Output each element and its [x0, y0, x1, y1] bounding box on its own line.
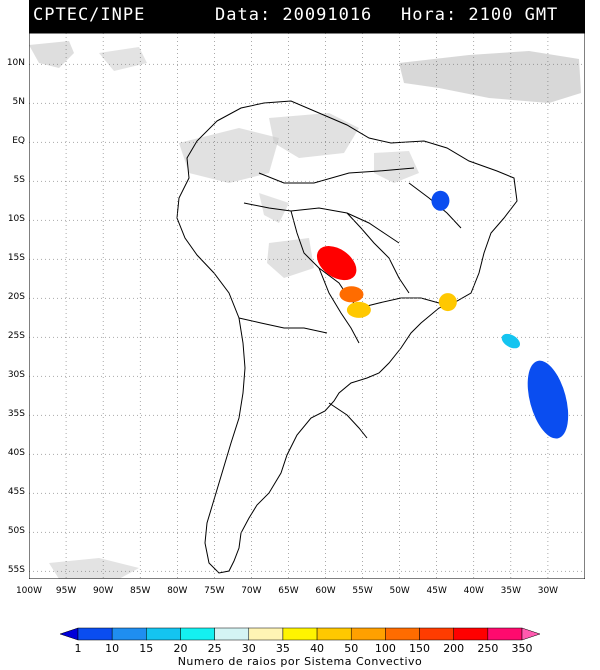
colorbar-swatch [487, 627, 523, 641]
cloud-cover [29, 41, 581, 579]
colorbar-tick-label: 150 [409, 642, 431, 655]
longitude-label: 50W [389, 586, 410, 596]
colorbar-tick-label: 30 [241, 642, 256, 655]
latitude-label: 35S [7, 409, 25, 420]
south-america-map [29, 33, 585, 579]
map-header: CPTEC/INPE Data: 20091016 Hora: 2100 GMT [29, 0, 585, 33]
colorbar-swatch [385, 627, 420, 641]
latitude-label: 10S [7, 214, 25, 225]
colorbar-tick-label: 200 [443, 642, 465, 655]
longitude-label: 75W [204, 586, 225, 596]
convective-system-1 [316, 246, 357, 281]
colorbar-swatch [282, 627, 318, 641]
colorbar-swatch [146, 627, 181, 641]
longitude-label: 80W [167, 586, 188, 596]
latitude-label: 5S [13, 175, 25, 186]
colorbar-title: Numero de raios por Sistema Convectivo [177, 655, 423, 668]
longitude-label: 30W [537, 586, 559, 596]
colorbar-swatch [77, 627, 113, 641]
map-frame [29, 33, 585, 579]
convective-systems [316, 190, 569, 439]
latitude-label: 5N [12, 97, 25, 108]
longitude-label: 55W [352, 586, 373, 596]
colorbar-tick-label: 20 [173, 642, 188, 655]
convective-system-5 [431, 190, 450, 211]
colorbar-swatch [316, 627, 352, 641]
latitude-label: 15S [7, 253, 25, 264]
colorbar-swatch [248, 627, 284, 641]
latitude-label: EQ [12, 136, 25, 147]
colorbar-tick-label: 350 [511, 642, 533, 655]
latitude-label: 25S [7, 331, 25, 342]
convective-system-4 [438, 293, 457, 312]
longitude-label: 70W [241, 586, 262, 596]
colorbar-tick-label: 25 [207, 642, 222, 655]
longitude-label: 65W [278, 586, 299, 596]
colorbar-swatch [214, 627, 250, 641]
colorbar-max-arrow [521, 627, 541, 641]
colorbar-tick-label: 100 [374, 642, 396, 655]
colorbar-swatch [453, 627, 489, 641]
date-label: Data: 20091016 [215, 5, 373, 25]
latitude-label: 55S [7, 565, 25, 576]
longitude-label: 100W [15, 586, 43, 596]
colorbar-tick-label: 10 [105, 642, 120, 655]
time-label: Hora: 2100 GMT [401, 5, 559, 25]
colorbar-tick-label: 1 [74, 642, 82, 655]
longitude-label: 90W [92, 586, 114, 596]
latitude-label: 50S [7, 526, 25, 537]
latitude-label: 20S [7, 292, 25, 303]
convective-system-3 [346, 301, 371, 318]
longitude-label: 95W [55, 586, 77, 596]
colorbar-swatch [419, 627, 454, 641]
colorbar-min-arrow [59, 627, 79, 641]
longitude-label: 45W [426, 586, 447, 596]
colorbar-swatch [350, 627, 386, 641]
longitude-label: 85W [130, 586, 151, 596]
longitude-label: 35W [500, 586, 522, 596]
longitude-label: 60W [315, 586, 336, 596]
colorbar-tick-label: 50 [344, 642, 359, 655]
colorbar-swatch [180, 627, 215, 641]
latitude-label: 45S [7, 487, 25, 498]
colorbar-tick-label: 250 [477, 642, 499, 655]
colorbar-tick-label: 40 [310, 642, 325, 655]
convective-system-7 [527, 360, 569, 439]
colorbar-swatch [111, 627, 147, 641]
convective-system-2 [339, 286, 364, 303]
longitude-label: 40W [463, 586, 484, 596]
latitude-label: 40S [7, 448, 25, 459]
latitude-label: 10N [6, 58, 25, 69]
colorbar-tick-label: 35 [275, 642, 290, 655]
convective-system-6 [501, 333, 521, 349]
latitude-label: 30S [7, 370, 25, 381]
source-label: CPTEC/INPE [33, 5, 146, 25]
colorbar-tick-label: 15 [139, 642, 154, 655]
